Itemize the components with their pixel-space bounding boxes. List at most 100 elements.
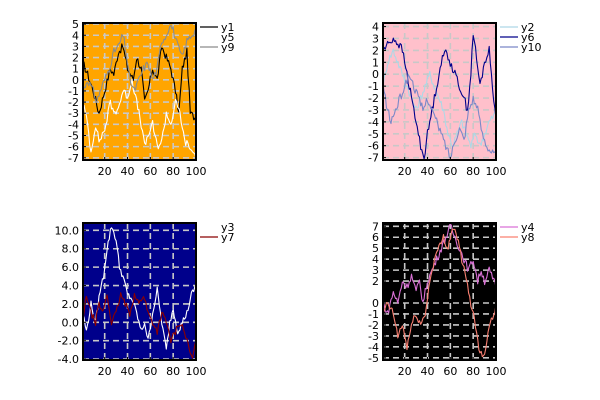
x-tick-label: 100 [186,365,207,378]
y-tick-label: -1 [68,85,79,98]
y-tick-label: 0 [372,68,379,81]
y-tick-label: -1 [368,308,379,321]
series-line-y4 [383,223,496,314]
y-tick-label: -2 [68,96,79,109]
x-tick-label: 60 [443,365,457,378]
y-tick-label: 4 [72,29,79,42]
y-tick-label: -3 [368,104,379,117]
plot-frame [82,222,197,361]
series-line-y8 [383,228,496,358]
legend-label: y3 [221,221,235,234]
legend-label: y4 [521,221,535,234]
y-tick-label: -3 [368,330,379,343]
y-tick-label: 4.0 [62,280,80,293]
y-tick-label: -5 [68,129,79,142]
series-group [383,223,496,358]
y-tick-label: 2 [72,52,79,65]
x-tick-label: 40 [121,165,135,178]
x-tick-label: 40 [121,365,135,378]
y-tick-label: -3 [68,107,79,120]
y-tick-label: 2 [372,44,379,57]
y-tick-label: 3 [372,264,379,277]
y-tick-label: 3 [72,40,79,53]
y-tick-label: -1 [368,80,379,93]
y-tick-label: 10.0 [55,224,80,237]
legend-label: y1 [221,21,235,34]
y-tick-label: -6 [68,141,79,154]
y-tick-label: 6.0 [62,261,80,274]
plot-background [83,223,196,360]
x-tick-label: 100 [486,165,507,178]
legend-label: y7 [221,231,235,244]
legend-label: y8 [521,231,535,244]
series-line-y10 [383,74,496,159]
x-tick-label: 100 [486,365,507,378]
subplot-3: 20 40 60 80 100 -4.0 -2.0 0.0 2.0 4.0 6.0 8.0 10.0 y3… [55,221,235,378]
y-tick-label: 0.0 [62,316,80,329]
series-group [83,227,196,359]
y-tick-label: -7 [368,152,379,165]
y-tick-label: 5 [372,242,379,255]
legend-label: y9 [221,41,235,54]
y-tick-label: -4 [68,118,79,131]
y-tick-label: -4 [368,341,379,354]
x-tick-label: 100 [186,165,207,178]
y-tick-label: -7 [68,152,79,165]
x-tick-label: 80 [466,365,480,378]
y-tick-label: 3 [372,32,379,45]
x-tick-label: 20 [398,165,412,178]
x-tick-label: 60 [443,165,457,178]
y-tick-label: 0 [72,74,79,87]
series-group [83,24,196,160]
x-tick-label: 20 [98,365,112,378]
y-tick-label: 2 [372,275,379,288]
legend-label: y6 [521,31,535,44]
plot-frame [382,222,497,361]
y-tick-label: -4 [368,116,379,129]
y-tick-label: 1 [72,63,79,76]
y-tick-label: -5 [368,128,379,141]
series-line-y5 [83,78,196,160]
y-tick-label: -2 [368,319,379,332]
legend-label: y10 [521,41,542,54]
y-tick-label: 1 [372,56,379,69]
y-tick-label: -6 [368,140,379,153]
x-tick-label: 80 [166,365,180,378]
legend-label: y2 [521,21,535,34]
series-line-y6 [383,35,496,160]
x-tick-label: 80 [166,165,180,178]
y-tick-label: -5 [368,352,379,365]
plot-frame [382,22,497,161]
y-tick-label: 8.0 [62,243,80,256]
y-tick-label: 4 [372,21,379,34]
y-tick-label: 5 [72,18,79,31]
y-tick-label: 4 [372,253,379,266]
series-line-y7 [83,292,196,359]
series-group [383,35,496,160]
y-tick-label: -2 [368,92,379,105]
series-line-y9 [83,24,196,104]
y-tick-label: 7 [372,220,379,233]
y-tick-label: -2.0 [58,335,79,348]
legend-label: y5 [221,31,235,44]
x-tick-label: 20 [98,165,112,178]
x-tick-label: 40 [421,165,435,178]
x-tick-label: 80 [466,165,480,178]
y-tick-label: -4.0 [58,353,79,366]
x-tick-label: 60 [143,165,157,178]
x-tick-label: 60 [143,365,157,378]
y-tick-label: 2.0 [62,298,80,311]
series-line-y3 [83,227,196,350]
series-line-y2 [383,48,496,149]
x-tick-label: 40 [421,365,435,378]
plot-frame [82,22,197,161]
